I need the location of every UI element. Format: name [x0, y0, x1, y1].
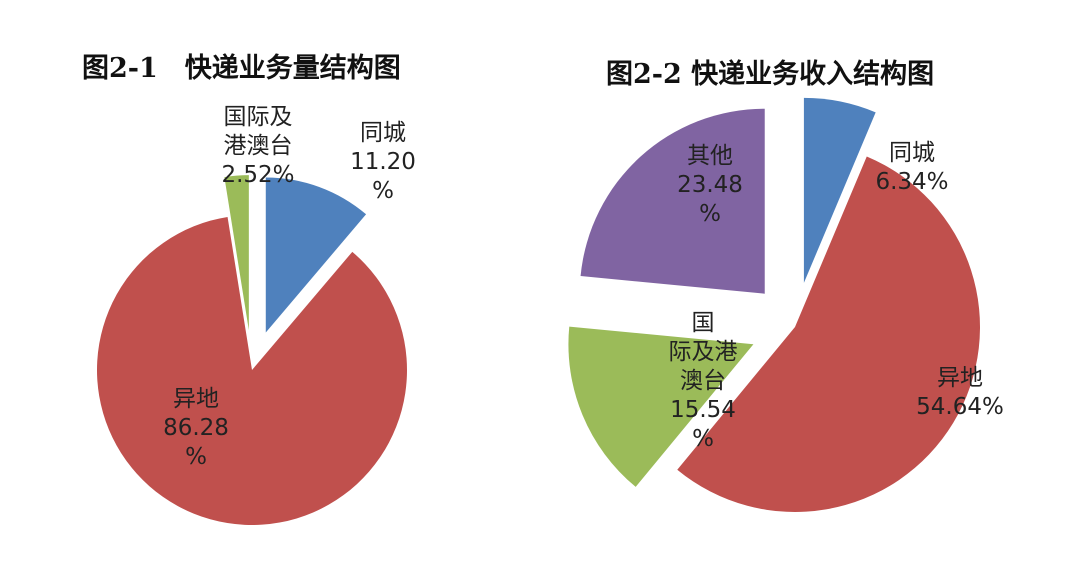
pie-chart-1: 同城 11.20 % 异地 86.28 % 国际及港澳台 2.52% — [96, 104, 416, 525]
chart-1-slice-3 — [224, 175, 249, 331]
chart-1-slice-3-label: 国际及港澳台 2.52% — [221, 104, 294, 188]
chart-2-slice-2-label: 异地 54.64% — [916, 365, 1004, 420]
chart-2-slice-3-label: 国际及港澳台 15.54% — [669, 310, 738, 452]
chart-2-slice-3 — [568, 326, 754, 487]
chart-2-slice-2 — [677, 156, 981, 513]
chart-2-slice-3-label-line: 澳台 — [680, 368, 726, 394]
chart-1-slice-1 — [265, 177, 367, 333]
chart-2-slice-4-label-line: % — [699, 201, 721, 227]
chart-2-slice-3-label-line: % — [692, 426, 714, 452]
chart-1-slice-1-label-line: 同城 — [360, 120, 406, 146]
chart-1-slice-2-label: 异地 86.28% — [163, 386, 229, 470]
chart-1-slice-2-label-line: 异地 — [173, 386, 219, 412]
chart-2-slice-1 — [803, 97, 876, 283]
chart-1-slice-3-label-line: 港澳台 — [224, 133, 293, 159]
chart-2-slice-2-label-line: 54.64% — [916, 394, 1004, 420]
chart-2-slice-4 — [580, 108, 765, 294]
chart-1-slice-2-label-line: % — [185, 444, 207, 470]
chart-2-slice-1-label-line: 同城 — [889, 140, 935, 166]
chart-2-slice-3-label-line: 15.54 — [670, 397, 736, 423]
chart-2-slice-1-label: 同城 6.34% — [875, 140, 948, 195]
chart-1-slice-1-label: 同城 11.20% — [350, 120, 416, 204]
chart-1-slice-1-label-line: % — [372, 178, 394, 204]
chart-2-slice-4-label-line: 23.48 — [677, 172, 743, 198]
chart-2-slice-4-label-line: 其他 — [687, 143, 733, 169]
chart-1-title: 图2-1 快递业务量结构图 — [82, 53, 401, 84]
chart-1-slice-1-label-line: 11.20 — [350, 149, 416, 175]
chart-2-slice-3-label-line: 国 — [692, 310, 715, 336]
chart-1-slice-2 — [96, 216, 407, 525]
chart-1-slice-3-label-line: 2.52% — [221, 162, 294, 188]
chart-2-slice-3-label-line: 际及港 — [669, 339, 738, 365]
chart-1-slice-2-label-line: 86.28 — [163, 415, 229, 441]
chart-2-slice-2-label-line: 异地 — [937, 365, 983, 391]
chart-1-slice-3-label-line: 国际及 — [224, 104, 293, 130]
chart-2-title: 图2-2 快递业务收入结构图 — [606, 59, 935, 90]
chart-2-slice-4-label: 其他 23.48% — [677, 143, 743, 227]
chart-2-slice-1-label-line: 6.34% — [875, 169, 948, 195]
pie-chart-2: 同城 6.34% 异地 54.64% 国际及港澳台 15.54 % 其他 23.48% — [568, 97, 1004, 513]
